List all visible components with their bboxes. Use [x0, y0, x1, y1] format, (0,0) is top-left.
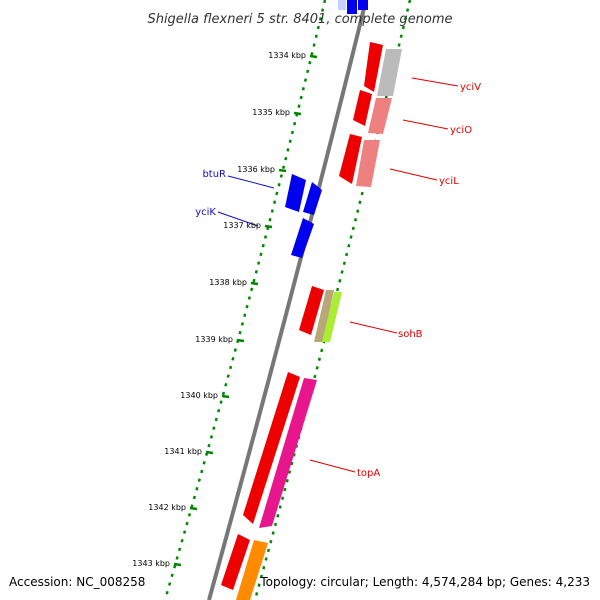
tick-mark	[189, 506, 198, 511]
tick-mark	[205, 450, 214, 455]
gene-sohB	[299, 286, 324, 335]
map-title: Shigella flexneri 5 str. 8401, complete …	[147, 12, 452, 27]
gene-btuR-b	[303, 182, 322, 215]
gene-sohB-olive	[314, 290, 334, 342]
gene-top-partial-b[interactable]	[338, 0, 346, 10]
gene-topA-group[interactable]	[243, 372, 317, 528]
tick-label: 1334 kbp	[268, 51, 306, 60]
gene-label-sohB[interactable]: sohB	[398, 329, 423, 340]
gene-btuR-group[interactable]	[285, 174, 322, 215]
tick-mark	[264, 224, 273, 229]
gene-label-layer: yciV yciO yciL btuR yciK sohB topA	[195, 82, 481, 479]
tick-mark	[236, 338, 245, 343]
gene-label-yciL[interactable]: yciL	[439, 176, 459, 187]
gene-yciL	[339, 134, 362, 184]
tick-label: 1341 kbp	[164, 447, 202, 456]
gene-label-yciK[interactable]: yciK	[195, 207, 216, 218]
tick-mark	[309, 54, 318, 59]
tick-label: 1338 kbp	[209, 278, 247, 287]
tick-mark	[173, 562, 182, 567]
tick-label: 1337 kbp	[223, 221, 261, 230]
gene-yciK[interactable]	[291, 218, 314, 258]
tick-label: 1340 kbp	[180, 391, 218, 400]
tick-label: 1335 kbp	[252, 108, 290, 117]
tick-mark	[278, 168, 287, 173]
tick-label: 1336 kbp	[237, 165, 275, 174]
accession-label: Accession: NC_008258	[9, 575, 145, 589]
gene-yciL-pink	[356, 140, 380, 187]
gene-top-partial-c[interactable]	[358, 0, 368, 10]
gene-yciO	[353, 90, 372, 126]
gene-label-yciO[interactable]: yciO	[450, 125, 472, 136]
tick-layer: 1334 kbp 1335 kbp 1336 kbp 1337 kbp 1338 kbp…	[132, 51, 318, 568]
gene-yciO-group[interactable]	[353, 90, 392, 134]
gene-btuR-a	[285, 174, 306, 212]
gene-bottom-group[interactable]	[221, 534, 268, 600]
reverse-track-dots	[163, 0, 327, 600]
gene-topA-magenta	[259, 378, 317, 528]
gene-label-topA[interactable]: topA	[357, 468, 380, 479]
tick-mark	[250, 281, 259, 286]
gene-yciV-group[interactable]	[364, 42, 402, 96]
gene-label-btuR[interactable]: btuR	[202, 169, 226, 180]
gene-yciV-grey	[377, 49, 402, 96]
gene-callouts	[217, 77, 459, 473]
tick-mark	[293, 111, 302, 116]
tick-label: 1343 kbp	[132, 559, 170, 568]
tick-label: 1342 kbp	[148, 503, 186, 512]
genome-summary: Topology: circular; Length: 4,574,284 bp…	[259, 575, 590, 589]
gene-topA	[243, 372, 300, 524]
gene-sohB-lime	[322, 292, 342, 342]
gene-bottom-red	[221, 534, 250, 590]
gene-sohB-group[interactable]	[299, 286, 342, 342]
tick-label: 1339 kbp	[195, 335, 233, 344]
gene-bottom-orange	[236, 540, 268, 600]
gene-label-yciV[interactable]: yciV	[460, 82, 481, 93]
tick-mark	[221, 394, 230, 399]
gene-yciO-pink	[368, 98, 392, 134]
gene-yciV	[364, 42, 383, 92]
gene-top-partial-a[interactable]	[347, 0, 357, 14]
gene-yciL-group[interactable]	[339, 134, 380, 187]
genome-backbone	[207, 0, 368, 600]
